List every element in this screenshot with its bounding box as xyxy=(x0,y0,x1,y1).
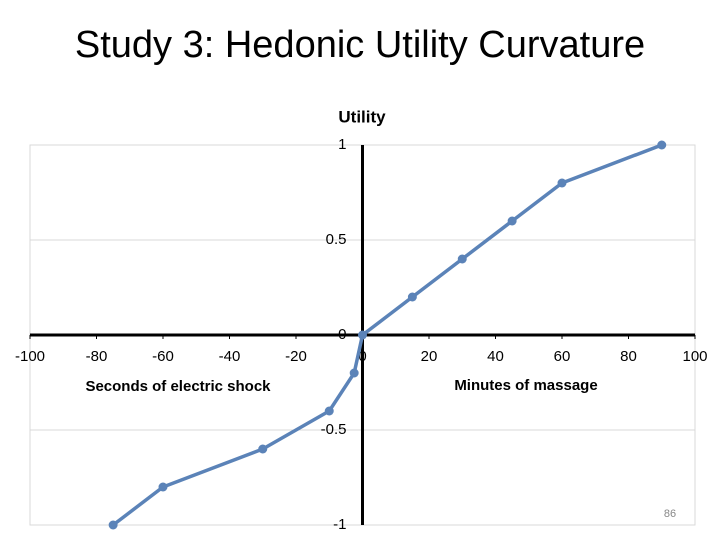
y-tick-label: -1 xyxy=(333,516,346,533)
data-point xyxy=(457,254,467,264)
page-number: 86 xyxy=(664,508,676,520)
y-tick-label: 1 xyxy=(338,136,346,153)
data-point xyxy=(557,178,567,188)
data-point xyxy=(258,444,268,454)
data-point xyxy=(358,330,367,340)
x-tick-label: -20 xyxy=(285,348,307,365)
data-point xyxy=(407,292,417,302)
x-tick-label: -60 xyxy=(152,348,174,365)
y-axis-label: Utility xyxy=(338,107,386,126)
chart-title: Study 3: Hedonic Utility Curvature xyxy=(75,24,645,66)
data-point xyxy=(349,368,359,378)
x-axis-label-right: Minutes of massage xyxy=(454,377,597,394)
data-point xyxy=(158,482,168,492)
data-point xyxy=(324,406,334,416)
data-point xyxy=(657,140,667,150)
x-tick-label: -80 xyxy=(86,348,108,365)
y-tick-label: -0.5 xyxy=(321,421,347,438)
y-tick-label: 0.5 xyxy=(326,231,347,248)
x-tick-label: -100 xyxy=(15,348,45,365)
x-tick-label: -40 xyxy=(219,348,241,365)
x-tick-label: 80 xyxy=(620,348,637,365)
x-tick-label: 20 xyxy=(421,348,438,365)
x-tick-label: 60 xyxy=(554,348,571,365)
data-point xyxy=(507,216,517,226)
x-tick-label: 40 xyxy=(487,348,504,365)
x-tick-label: 100 xyxy=(682,348,707,365)
x-axis-label-left: Seconds of electric shock xyxy=(85,378,271,395)
data-point xyxy=(108,520,118,530)
